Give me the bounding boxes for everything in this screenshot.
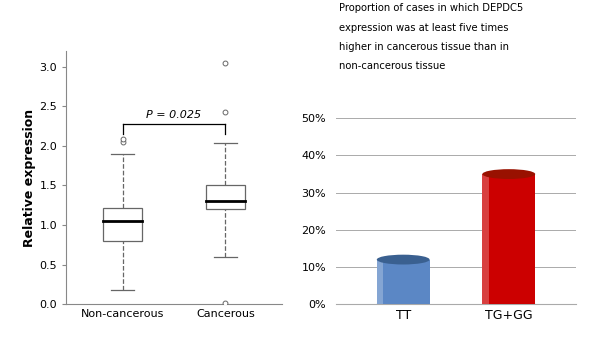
Bar (377, 260, 383, 304)
Text: Proportion of cases in which DEPDC5: Proportion of cases in which DEPDC5 (339, 3, 523, 14)
Bar (482, 174, 535, 304)
Ellipse shape (482, 299, 535, 309)
Text: non-cancerous tissue: non-cancerous tissue (339, 61, 445, 71)
Y-axis label: Relative expression: Relative expression (23, 108, 37, 246)
Text: P = 0.025: P = 0.025 (146, 110, 202, 120)
Bar (482, 174, 489, 304)
Text: higher in cancerous tissue than in: higher in cancerous tissue than in (339, 42, 509, 52)
Bar (103, 208, 142, 241)
Ellipse shape (377, 299, 430, 309)
Ellipse shape (377, 255, 430, 265)
Ellipse shape (482, 169, 535, 179)
Bar (206, 185, 245, 209)
Bar (377, 260, 430, 304)
Text: expression was at least five times: expression was at least five times (339, 23, 508, 33)
